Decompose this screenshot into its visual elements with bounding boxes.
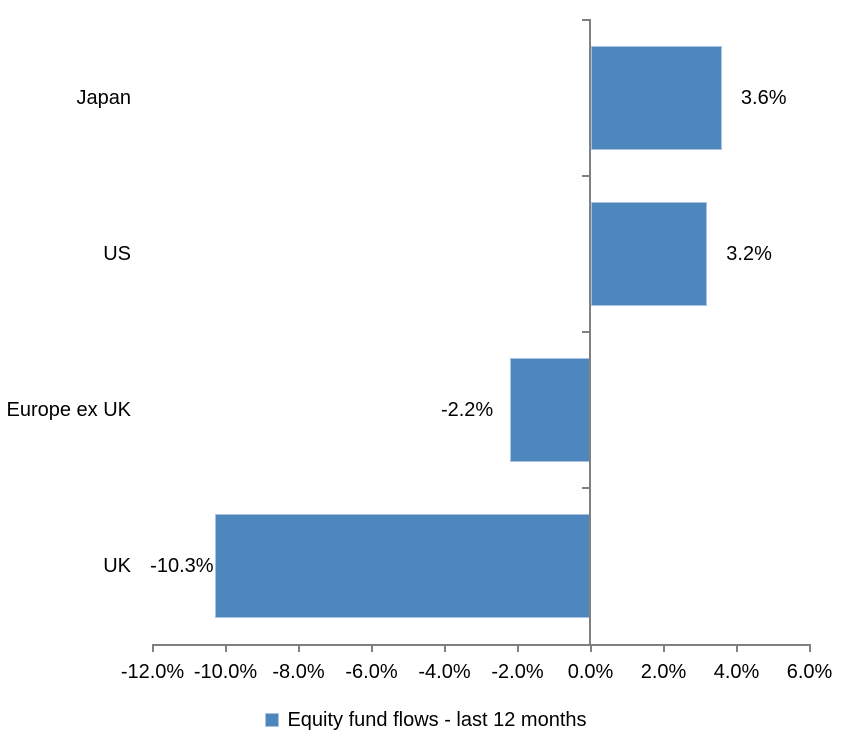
x-tick-label-6: 0.0% xyxy=(567,661,614,683)
horizontal-axis-tick xyxy=(589,644,592,652)
category-label-europe-ex-uk: Europe ex UK xyxy=(6,399,131,422)
category-label-uk: UK xyxy=(103,555,131,578)
horizontal-axis-tick xyxy=(443,644,446,652)
horizontal-axis-line xyxy=(152,644,811,646)
vertical-axis-tick xyxy=(581,19,591,21)
x-tick-label-3: -6.0% xyxy=(345,661,398,683)
legend-series-label: Equity fund flows - last 12 months xyxy=(287,709,587,731)
x-tick-label-8: 4.0% xyxy=(713,661,760,683)
horizontal-axis-tick xyxy=(224,644,227,652)
data-label-uk: -10.3% xyxy=(150,555,214,578)
horizontal-axis-tick xyxy=(662,644,665,652)
data-label-europe-ex-uk: -2.2% xyxy=(440,399,494,422)
data-label-japan: 3.6% xyxy=(740,87,787,110)
x-tick-label-0: -12.0% xyxy=(120,661,185,683)
x-tick-label-7: 2.0% xyxy=(640,661,687,683)
x-tick-label-2: -8.0% xyxy=(272,661,325,683)
horizontal-axis-tick xyxy=(516,644,519,652)
horizontal-axis-tick xyxy=(808,644,811,652)
bar-europe-ex-uk xyxy=(510,358,591,463)
category-label-japan: Japan xyxy=(76,87,132,110)
legend-marker-swatch xyxy=(265,713,280,727)
category-label-us: US xyxy=(103,243,131,266)
bar-japan xyxy=(590,46,722,151)
x-tick-label-4: -4.0% xyxy=(418,661,471,683)
vertical-axis-tick xyxy=(581,331,591,334)
horizontal-axis-tick xyxy=(151,644,154,652)
horizontal-axis-tick xyxy=(735,644,738,652)
bar-us xyxy=(590,202,708,307)
horizontal-axis-tick xyxy=(297,644,300,652)
data-label-us: 3.2% xyxy=(726,243,772,266)
x-tick-label-9: 6.0% xyxy=(786,661,833,683)
vertical-axis-tick xyxy=(581,487,591,490)
vertical-axis-tick xyxy=(581,643,591,646)
vertical-axis-tick xyxy=(581,175,591,178)
bar-uk xyxy=(214,514,591,619)
x-tick-label-1: -10.0% xyxy=(193,661,258,683)
horizontal-axis-tick xyxy=(370,644,373,652)
legend: Equity fund flows - last 12 months xyxy=(0,707,852,733)
x-tick-label-5: -2.0% xyxy=(491,661,544,683)
